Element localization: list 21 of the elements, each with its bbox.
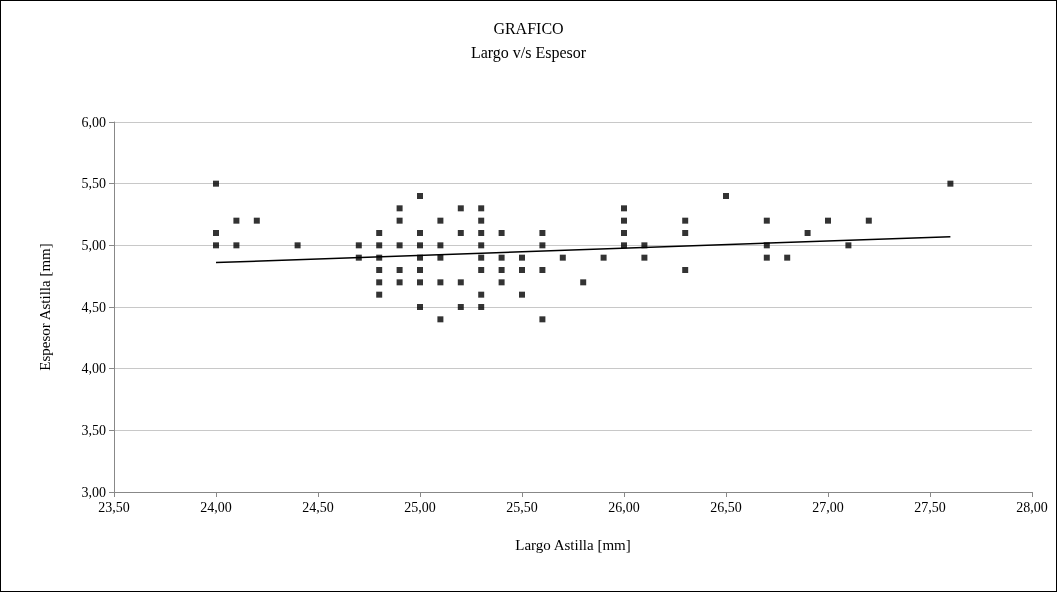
x-tick-label: 28,00 xyxy=(1016,499,1048,515)
y-tick-label: 6,00 xyxy=(81,114,106,130)
y-tick-label: 5,50 xyxy=(81,176,106,192)
y-tick-label: 4,50 xyxy=(81,299,106,315)
x-tick-label: 23,50 xyxy=(98,499,130,515)
x-tick-label: 26,00 xyxy=(608,499,640,515)
y-axis-title: Espesor Astilla [mm] xyxy=(36,243,53,371)
y-tick-label: 5,00 xyxy=(81,237,106,253)
x-tick-label: 27,00 xyxy=(812,499,844,515)
y-tick-label: 3,00 xyxy=(81,484,106,500)
x-tick-label: 25,00 xyxy=(404,499,436,515)
y-tick-label: 4,00 xyxy=(81,361,106,377)
x-tick-label: 24,00 xyxy=(200,499,232,515)
x-tick-label: 26,50 xyxy=(710,499,742,515)
chart-subtitle: Largo v/s Espesor xyxy=(470,43,587,62)
chart-title: GRAFICO xyxy=(493,19,564,37)
x-tick-label: 24,50 xyxy=(302,499,334,515)
x-axis-title: Largo Astilla [mm] xyxy=(515,536,631,553)
y-tick-label: 3,50 xyxy=(81,422,106,438)
x-tick-label: 25,50 xyxy=(506,499,538,515)
x-tick-label: 27,50 xyxy=(914,499,946,515)
